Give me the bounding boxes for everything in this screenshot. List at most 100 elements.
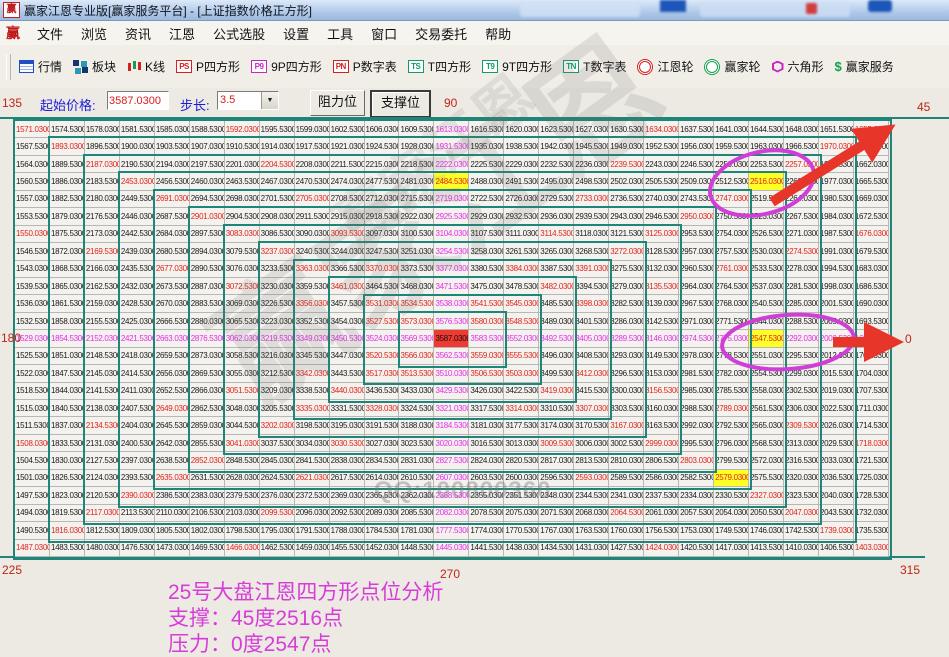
- grid-cell[interactable]: 1886.0300: [48, 172, 85, 191]
- grid-cell[interactable]: 2453.0300: [118, 172, 155, 191]
- grid-cell[interactable]: 2505.5300: [643, 172, 680, 191]
- grid-cell[interactable]: 1480.0300: [83, 538, 120, 557]
- grid-cell[interactable]: 2281.5300: [782, 276, 819, 296]
- grid-cell[interactable]: 2134.5300: [83, 416, 120, 435]
- grid-cell[interactable]: 2691.0300: [153, 189, 190, 209]
- grid-cell[interactable]: 3335.0300: [293, 398, 330, 418]
- grid-cell[interactable]: 2960.5300: [678, 259, 715, 278]
- grid-cell[interactable]: 1826.5300: [48, 468, 85, 488]
- grid-cell[interactable]: 3237.0300: [258, 242, 295, 261]
- grid-cell[interactable]: 2376.0300: [258, 486, 295, 505]
- grid-cell[interactable]: 2211.5300: [328, 154, 365, 174]
- grid-cell[interactable]: 1606.0300: [363, 119, 400, 139]
- grid-cell[interactable]: 3016.5300: [468, 433, 505, 453]
- grid-cell[interactable]: 3485.5300: [538, 294, 575, 313]
- toolbar-button-3[interactable]: K线: [127, 58, 165, 75]
- grid-cell[interactable]: 1578.0300: [83, 119, 120, 139]
- grid-cell[interactable]: 2866.0300: [188, 381, 225, 401]
- grid-cell[interactable]: 3412.0300: [573, 364, 610, 383]
- grid-cell[interactable]: 1914.0300: [258, 137, 295, 156]
- grid-cell[interactable]: 1494.0300: [14, 503, 50, 523]
- grid-cell[interactable]: 1483.5300: [48, 538, 85, 557]
- grid-cell[interactable]: 3342.0300: [293, 364, 330, 383]
- grid-cell[interactable]: 1847.5300: [48, 364, 85, 383]
- grid-cell[interactable]: 1763.5300: [573, 521, 610, 540]
- grid-cell[interactable]: 2862.5300: [188, 398, 225, 418]
- grid-cell[interactable]: 2918.5300: [363, 207, 400, 226]
- grid-cell[interactable]: 1627.0300: [573, 119, 610, 139]
- grid-cell[interactable]: 3541.5300: [468, 294, 505, 313]
- grid-cell[interactable]: 2519.5300: [748, 189, 784, 209]
- grid-cell[interactable]: 2705.0300: [293, 189, 330, 209]
- grid-cell[interactable]: 1732.0300: [852, 503, 890, 523]
- grid-cell[interactable]: 2372.5300: [293, 486, 330, 505]
- grid-cell[interactable]: 2708.5300: [328, 189, 365, 209]
- grid-cell[interactable]: 3198.5300: [293, 416, 330, 435]
- grid-cell[interactable]: 2176.5300: [83, 207, 120, 226]
- grid-cell[interactable]: 3398.0300: [573, 294, 610, 313]
- grid-cell[interactable]: 2911.5300: [293, 207, 330, 226]
- menu-item-4[interactable]: 江恩: [169, 26, 196, 42]
- grid-cell[interactable]: 3524.0300: [363, 329, 400, 348]
- grid-cell[interactable]: 2106.5300: [188, 503, 225, 523]
- grid-cell[interactable]: 2939.5300: [573, 207, 610, 226]
- grid-cell[interactable]: 2782.0300: [713, 364, 750, 383]
- grid-cell[interactable]: 1581.5300: [118, 119, 155, 139]
- grid-cell[interactable]: 2946.5300: [643, 207, 680, 226]
- grid-cell[interactable]: 1868.5300: [48, 259, 85, 278]
- grid-cell[interactable]: 3170.5300: [573, 416, 610, 435]
- grid-cell[interactable]: 2127.5300: [83, 451, 120, 470]
- grid-cell[interactable]: 3391.0300: [573, 259, 610, 278]
- grid-cell[interactable]: 1672.5300: [852, 207, 890, 226]
- grid-cell[interactable]: 2152.0300: [83, 329, 120, 348]
- grid-cell[interactable]: 2537.0300: [748, 276, 784, 296]
- grid-cell[interactable]: 1623.5300: [538, 119, 575, 139]
- grid-cell[interactable]: 3097.0300: [363, 224, 400, 244]
- grid-cell[interactable]: 2551.0300: [748, 346, 784, 366]
- grid-cell[interactable]: 3072.5300: [223, 276, 260, 296]
- grid-cell[interactable]: 3006.0300: [573, 433, 610, 453]
- toolbar-button-4[interactable]: PS P四方形: [176, 58, 240, 75]
- grid-cell[interactable]: 3443.5300: [328, 364, 365, 383]
- grid-cell[interactable]: 2180.0300: [83, 189, 120, 209]
- grid-cell[interactable]: 2470.5300: [293, 172, 330, 191]
- grid-cell[interactable]: 3534.5300: [398, 294, 435, 313]
- grid-cell[interactable]: 2005.0300: [817, 311, 854, 331]
- grid-cell[interactable]: 1879.0300: [48, 207, 85, 226]
- grid-cell[interactable]: 2292.0300: [782, 329, 819, 348]
- grid-cell[interactable]: 1518.5300: [14, 381, 50, 401]
- grid-cell[interactable]: 1476.5300: [118, 538, 155, 557]
- grid-cell[interactable]: 2141.5300: [83, 381, 120, 401]
- grid-cell[interactable]: 3048.0300: [223, 398, 260, 418]
- grid-cell[interactable]: 1840.5300: [48, 398, 85, 418]
- grid-cell[interactable]: 1928.0300: [398, 137, 435, 156]
- grid-cell[interactable]: 2341.0300: [608, 486, 645, 505]
- grid-cell[interactable]: 1980.5300: [817, 189, 854, 209]
- toolbar-button-1[interactable]: 行情: [19, 58, 62, 75]
- grid-cell[interactable]: 1728.5300: [852, 486, 890, 505]
- grid-cell[interactable]: 2313.0300: [782, 433, 819, 453]
- grid-cell[interactable]: 1599.0300: [293, 119, 330, 139]
- grid-cell[interactable]: 1634.0300: [643, 119, 680, 139]
- grid-cell[interactable]: 3415.5300: [573, 381, 610, 401]
- grid-cell[interactable]: 2351.5300: [503, 486, 540, 505]
- grid-cell[interactable]: 2698.0300: [223, 189, 260, 209]
- grid-cell[interactable]: 3051.5300: [223, 381, 260, 401]
- grid-cell[interactable]: 1756.5300: [643, 521, 680, 540]
- grid-cell[interactable]: 1546.5300: [14, 242, 50, 261]
- grid-cell[interactable]: 3314.0300: [503, 398, 540, 418]
- grid-cell[interactable]: 2845.0300: [258, 451, 295, 470]
- grid-cell[interactable]: 3037.5300: [258, 433, 295, 453]
- grid-cell[interactable]: 2323.5300: [782, 486, 819, 505]
- grid-cell[interactable]: 2827.5300: [433, 451, 470, 470]
- grid-cell[interactable]: 1837.0300: [48, 416, 85, 435]
- grid-cell[interactable]: 2089.0300: [363, 503, 400, 523]
- grid-cell[interactable]: 2670.0300: [153, 294, 190, 313]
- grid-cell[interactable]: 2502.0300: [608, 172, 645, 191]
- grid-cell[interactable]: 2642.0300: [153, 433, 190, 453]
- grid-cell[interactable]: 3296.5300: [608, 364, 645, 383]
- grid-cell[interactable]: 2187.0300: [83, 154, 120, 174]
- grid-cell[interactable]: 3181.0300: [468, 416, 505, 435]
- grid-cell[interactable]: 1991.0300: [817, 242, 854, 261]
- grid-cell[interactable]: 1441.5300: [468, 538, 505, 557]
